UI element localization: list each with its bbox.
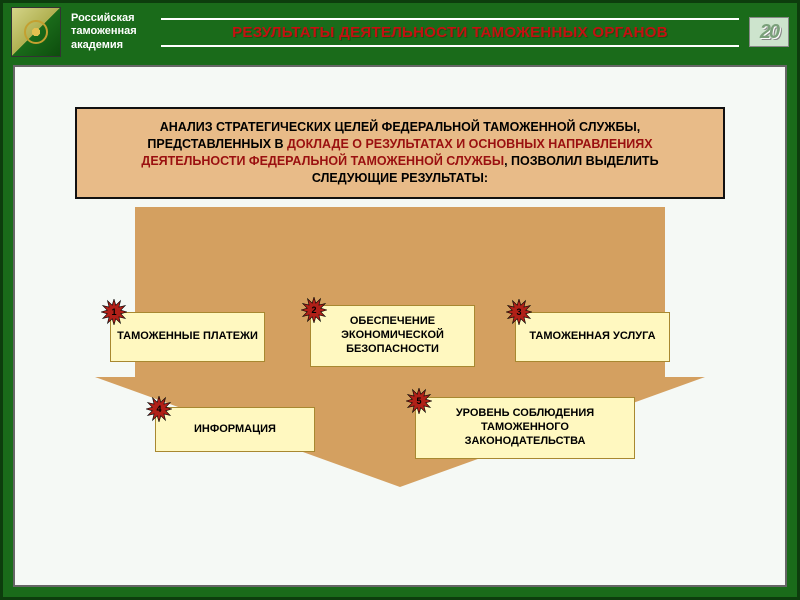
customs-logo	[11, 7, 61, 57]
burst-number-5: 5	[416, 396, 421, 406]
burst-badge-5: 5	[406, 388, 432, 414]
page-number: 20	[760, 21, 778, 44]
burst-badge-4: 4	[146, 396, 172, 422]
result-box-5: УРОВЕНЬ СОБЛЮДЕНИЯ ТАМОЖЕННОГО ЗАКОНОДАТ…	[415, 397, 635, 459]
result-box-3: ТАМОЖЕННАЯ УСЛУГА	[515, 312, 670, 362]
result-box-4: ИНФОРМАЦИЯ	[155, 407, 315, 452]
burst-number-2: 2	[311, 305, 316, 315]
header: Российскаятаможеннаяакадемия РЕЗУЛЬТАТЫ …	[3, 3, 797, 61]
result-box-1: ТАМОЖЕННЫЕ ПЛАТЕЖИ	[110, 312, 265, 362]
slide-title: РЕЗУЛЬТАТЫ ДЕЯТЕЛЬНОСТИ ТАМОЖЕННЫХ ОРГАН…	[161, 18, 739, 47]
burst-number-4: 4	[156, 404, 161, 414]
burst-badge-2: 2	[301, 297, 327, 323]
burst-badge-1: 1	[101, 299, 127, 325]
content-area: АНАЛИЗ СТРАТЕГИЧЕСКИХ ЦЕЛЕЙ ФЕДЕРАЛЬНОЙ …	[13, 65, 787, 587]
burst-number-3: 3	[516, 307, 521, 317]
analysis-statement: АНАЛИЗ СТРАТЕГИЧЕСКИХ ЦЕЛЕЙ ФЕДЕРАЛЬНОЙ …	[75, 107, 725, 199]
org-name: Российскаятаможеннаяакадемия	[71, 12, 151, 52]
burst-number-1: 1	[111, 307, 116, 317]
result-box-2: ОБЕСПЕЧЕНИЕ ЭКОНОМИЧЕСКОЙ БЕЗОПАСНОСТИ	[310, 305, 475, 367]
slide-frame: Российскаятаможеннаяакадемия РЕЗУЛЬТАТЫ …	[0, 0, 800, 600]
page-number-box: 20	[749, 17, 789, 47]
burst-badge-3: 3	[506, 299, 532, 325]
